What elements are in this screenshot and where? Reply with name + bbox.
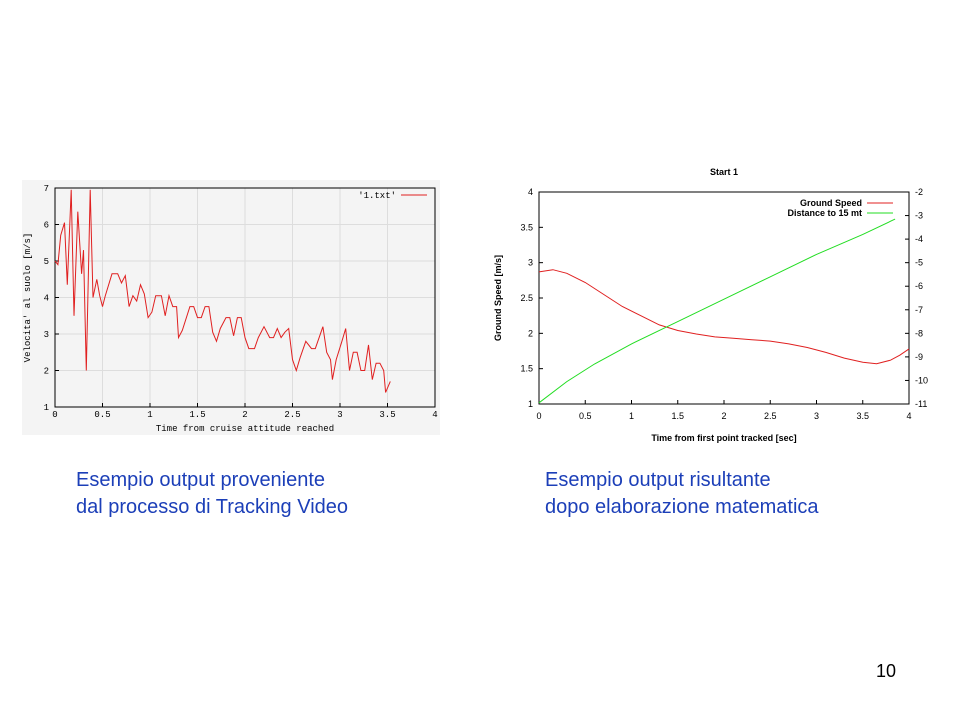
y2-tick-label: -7 (915, 305, 923, 315)
y2-tick-label: -9 (915, 352, 923, 362)
y-tick-label: 4 (44, 294, 49, 304)
caption-left-line1: Esempio output proveniente (76, 469, 326, 491)
chart-tracking-video: 0 0.5 1 1.5 2 2.5 3 3.5 4 1 2 3 4 5 6 7 Time from cruise… (22, 180, 440, 435)
chart-background (22, 180, 440, 435)
chart-title: Start 1 (710, 167, 738, 177)
y2-tick-label: -8 (915, 328, 923, 338)
y2-tick-label: -5 (915, 258, 923, 268)
y2-tick-label: -2 (915, 187, 923, 197)
x-tick-label: 2.5 (284, 410, 300, 420)
legend-label-1: Ground Speed (800, 198, 862, 208)
caption-left: Esempio output proveniente dal processo … (76, 467, 348, 521)
y-tick-label: 2.5 (520, 293, 533, 303)
x-tick-label: 1.5 (189, 410, 205, 420)
x-axis-label: Time from first point tracked [sec] (651, 433, 796, 443)
x-tick-label: 3 (814, 411, 819, 421)
x-tick-label: 2 (242, 410, 247, 420)
y2-tick-label: -3 (915, 211, 923, 221)
caption-right-line1: Esempio output risultante (545, 469, 771, 491)
y-tick-label: 2 (528, 328, 533, 338)
y-tick-label: 6 (44, 221, 49, 231)
y-tick-label: 2 (44, 367, 49, 377)
x-axis-label: Time from cruise attitude reached (156, 424, 334, 434)
x-tick-label: 1 (629, 411, 634, 421)
series-line-1 (54, 189, 391, 393)
y2-tick-label: -11 (915, 399, 927, 409)
caption-right: Esempio output risultante dopo elaborazi… (545, 467, 819, 521)
y-tick-label: 5 (44, 257, 49, 267)
y2-tick-label: -6 (915, 281, 923, 291)
y-tick-label: 1 (44, 403, 49, 413)
series-line-1 (538, 269, 910, 365)
x-tick-label: 0 (536, 411, 541, 421)
x-tick-label: 1 (147, 410, 152, 420)
x-tick-label: 3 (337, 410, 342, 420)
y2-tick-label: -10 (915, 375, 928, 385)
y-axis-label: Ground Speed [m/s] (493, 255, 503, 341)
caption-left-line2: dal processo di Tracking Video (76, 496, 349, 518)
legend-label-2: Distance to 15 mt (787, 208, 862, 218)
y2-tick-label: -4 (915, 234, 923, 244)
y-tick-label: 3.5 (520, 222, 533, 232)
x-tick-label: 4 (906, 411, 911, 421)
x-tick-label: 2.5 (764, 411, 777, 421)
plot-frame (538, 191, 910, 405)
x-tick-label: 4 (432, 410, 437, 420)
y-tick-label: 3 (44, 330, 49, 340)
series-line-2 (538, 218, 896, 404)
x-tick-label: 3.5 (379, 410, 395, 420)
y-axis-label: Velocita' al suolo [m/s] (23, 233, 33, 363)
y-tick-label: 3 (528, 258, 533, 268)
y-tick-label: 1.5 (520, 364, 533, 374)
page-number: 10 (876, 661, 897, 681)
x-tick-label: 2 (721, 411, 726, 421)
x-tick-label: 3.5 (856, 411, 869, 421)
y-tick-label: 1 (528, 399, 533, 409)
chart-ground-speed: 0 0.5 1 1.5 2 2.5 3 3.5 4 1 1.5 2 2.5 3 3.5 4 -2 -3 -4 -5 -6… (493, 167, 928, 443)
x-tick-label: 0 (52, 410, 57, 420)
x-tick-label: 1.5 (671, 411, 684, 421)
y-tick-label: 7 (44, 184, 49, 194)
caption-right-line2: dopo elaborazione matematica (545, 496, 819, 518)
x-tick-label: 0.5 (94, 410, 110, 420)
x-tick-label: 0.5 (579, 411, 592, 421)
y-tick-label: 4 (528, 187, 533, 197)
legend-label-1: '1.txt' (358, 191, 396, 201)
